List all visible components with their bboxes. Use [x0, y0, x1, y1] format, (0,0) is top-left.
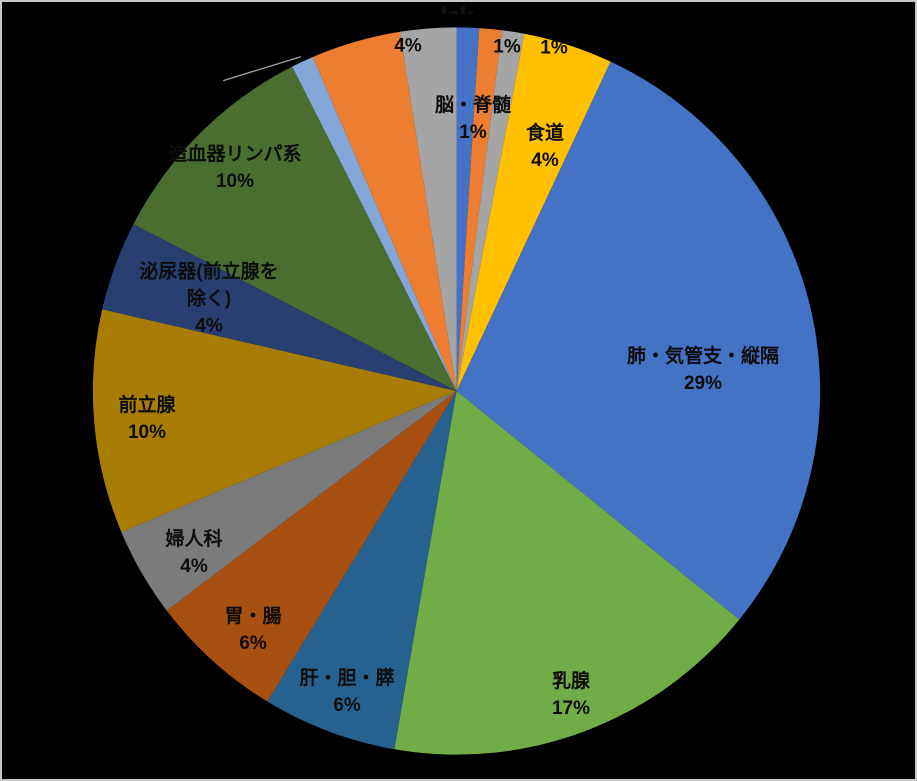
- pie-slice-脳・脊髄: [456, 27, 480, 391]
- pie-slice-食道: [456, 33, 611, 391]
- pie-slice-婦人科: [121, 390, 457, 611]
- pie-slice-unnamed-1: [456, 28, 502, 391]
- pie-slice-unnamed-12: [292, 56, 457, 391]
- pie-slice-肺・気管支・縦隔: [456, 61, 821, 620]
- pie-slice-造血器リンパ系: [133, 66, 457, 391]
- pie-slice-泌尿器(前立腺を除く): [102, 224, 457, 391]
- pie-slice-前立腺: [92, 309, 457, 533]
- pie-slice-肝・胆・膵: [267, 390, 457, 750]
- pie-slice-胃・腸: [166, 390, 457, 702]
- pie-slice-unnamed-13: [312, 31, 457, 391]
- pie-slice-乳腺: [394, 390, 740, 755]
- label-leader-line: [223, 56, 302, 82]
- pie-slice-unnamed-14: [399, 27, 457, 391]
- pie-slice-unnamed-2: [456, 30, 525, 391]
